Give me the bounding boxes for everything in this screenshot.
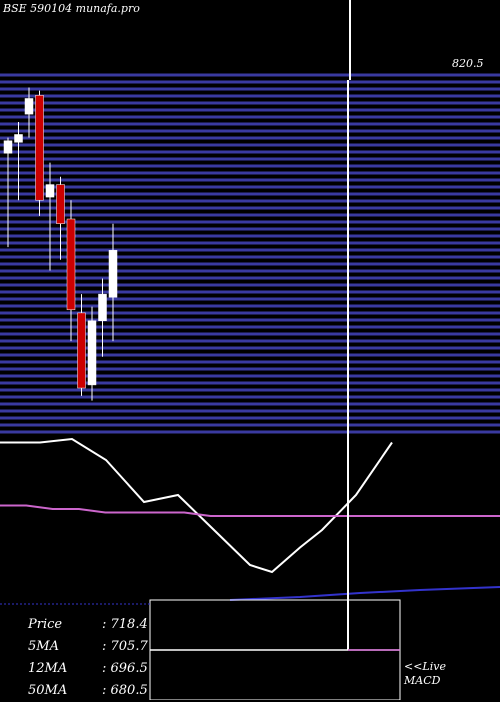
candlestick-series <box>3 87 118 401</box>
macd-label: MACD <box>404 674 441 687</box>
info-panel: Price : 718.4 5MA : 705.7 12MA : 696.5 5… <box>28 614 148 702</box>
candle-body <box>56 184 65 224</box>
info-row-12ma: 12MA : 696.5 <box>28 658 148 680</box>
info-row-5ma: 5MA : 705.7 <box>28 636 148 658</box>
ma-blue-line <box>229 586 500 601</box>
info-value: : 696.5 <box>102 661 148 676</box>
moving-average-lines <box>0 437 500 601</box>
info-key: Price <box>28 617 63 632</box>
info-value: : 718.4 <box>102 617 148 632</box>
info-key: 50MA <box>28 683 68 698</box>
info-row-50ma: 50MA : 680.5 <box>28 680 148 702</box>
chart-grid <box>0 73 500 434</box>
candle-body <box>87 320 97 386</box>
ma-short-line <box>0 437 393 574</box>
info-value: : 705.7 <box>102 639 148 654</box>
info-key: 12MA <box>28 661 68 676</box>
candle-body <box>98 293 107 321</box>
candle-body <box>45 184 55 198</box>
candle-body <box>77 312 86 389</box>
candle-body <box>108 250 118 298</box>
top-price-label: 820.5 <box>452 57 484 70</box>
live-label: <<Live <box>404 660 446 673</box>
candle-body <box>66 218 76 311</box>
candle-body <box>24 98 34 115</box>
chart-title: BSE 590104 munafa.pro <box>3 2 140 15</box>
live-macd-link[interactable]: <<Live MACD <box>404 660 446 688</box>
candle-body <box>35 95 44 201</box>
info-value: : 680.5 <box>102 683 148 698</box>
candle-body <box>14 134 23 143</box>
info-key: 5MA <box>28 639 59 654</box>
ma-long-line <box>0 504 500 517</box>
info-row-price: Price : 718.4 <box>28 614 148 636</box>
candle-body <box>3 140 13 154</box>
